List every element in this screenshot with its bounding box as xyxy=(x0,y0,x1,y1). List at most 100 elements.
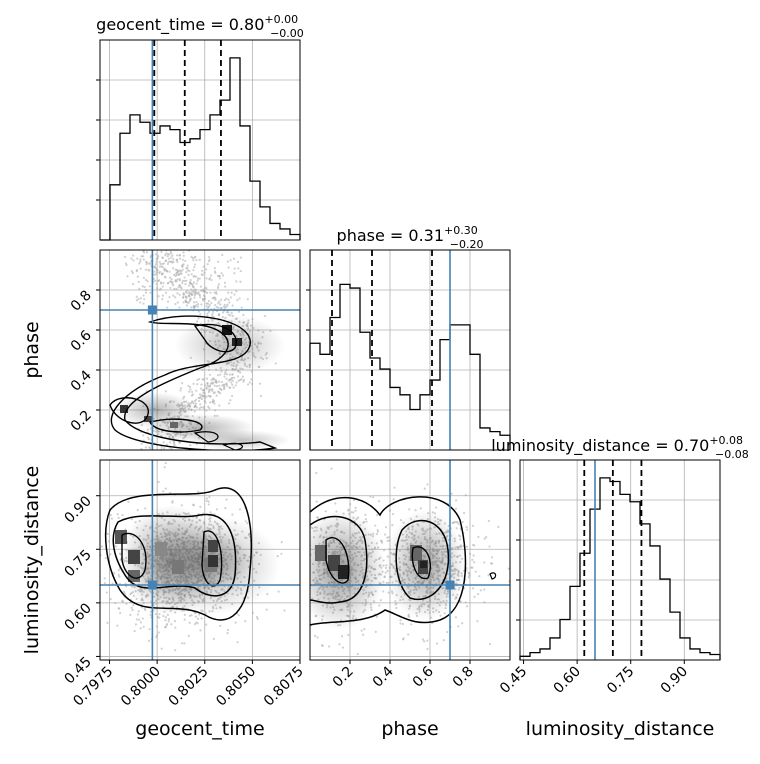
sample-point xyxy=(305,559,307,561)
sample-point xyxy=(208,258,211,261)
phase-vs-geocent-density-cell xyxy=(120,405,128,413)
sample-point xyxy=(205,277,208,280)
sample-point xyxy=(144,288,148,292)
sample-point xyxy=(162,447,166,450)
sample-point xyxy=(169,441,172,444)
sample-point xyxy=(148,269,151,272)
sample-point xyxy=(180,642,184,645)
sample-point xyxy=(191,283,194,286)
sample-point xyxy=(145,263,148,266)
sample-point xyxy=(182,254,185,257)
sample-point xyxy=(214,298,217,302)
sample-point xyxy=(170,256,173,259)
sample-point xyxy=(190,390,194,394)
sample-point xyxy=(164,626,167,629)
sample-point xyxy=(265,608,268,611)
sample-point xyxy=(146,247,148,249)
sample-point xyxy=(483,561,486,564)
sample-point xyxy=(216,374,220,377)
sample-point xyxy=(180,386,183,390)
sample-point xyxy=(233,293,236,296)
sample-point xyxy=(284,581,286,583)
distance-vs-phase-contour xyxy=(310,515,368,604)
sample-point xyxy=(207,299,211,303)
distance-vs-geocent-density-cell xyxy=(172,560,184,574)
sample-point xyxy=(464,494,467,497)
sample-point xyxy=(184,282,187,286)
sample-point xyxy=(235,280,238,283)
sample-point xyxy=(379,599,382,602)
sample-point xyxy=(121,599,124,602)
sample-point xyxy=(386,536,389,539)
sample-point xyxy=(220,380,224,384)
sample-point xyxy=(214,378,217,382)
sample-point xyxy=(165,622,169,626)
sample-point xyxy=(235,290,238,293)
sample-point xyxy=(230,291,233,294)
sample-point xyxy=(364,513,367,516)
sample-point xyxy=(149,446,152,450)
sample-point xyxy=(218,300,221,303)
sample-point xyxy=(479,589,482,592)
sample-point xyxy=(183,395,186,398)
sample-point xyxy=(239,280,242,283)
sample-point xyxy=(303,549,305,551)
sample-point xyxy=(456,520,459,524)
sample-point xyxy=(107,540,110,543)
sample-point xyxy=(194,275,198,278)
sample-point xyxy=(158,616,161,619)
sample-point xyxy=(208,495,211,499)
sample-point xyxy=(154,253,158,256)
sample-point xyxy=(181,268,184,271)
sample-point xyxy=(174,649,177,652)
sample-point xyxy=(173,620,177,623)
sample-point xyxy=(196,292,199,295)
sample-point xyxy=(126,275,129,278)
sample-point xyxy=(302,572,304,574)
sample-point xyxy=(188,291,191,294)
sample-point xyxy=(132,254,135,257)
sample-point xyxy=(294,555,296,557)
sample-point xyxy=(148,285,152,288)
sample-point xyxy=(277,590,280,593)
sample-point xyxy=(210,301,213,305)
sample-point xyxy=(300,549,302,551)
distance-y-tick-label: 0.75 xyxy=(61,547,94,580)
sample-point xyxy=(222,305,226,308)
sample-point xyxy=(386,539,389,542)
sample-point xyxy=(149,451,151,453)
sample-point xyxy=(128,461,130,463)
sample-point xyxy=(470,566,473,569)
sample-point xyxy=(211,398,215,401)
sample-point xyxy=(147,438,151,441)
sample-point xyxy=(408,508,411,511)
sample-point xyxy=(118,575,121,578)
sample-point xyxy=(340,635,344,638)
sample-point xyxy=(305,514,307,516)
sample-point xyxy=(182,251,185,254)
title-geocent-time: geocent_time = 0.80+0.00 −0.00 xyxy=(96,13,304,40)
sample-point xyxy=(110,517,114,520)
sample-point xyxy=(205,499,208,502)
sample-point xyxy=(354,506,357,509)
sample-point xyxy=(197,399,201,403)
sample-point xyxy=(192,285,195,288)
sample-point xyxy=(376,513,379,517)
sample-point xyxy=(199,285,203,288)
sample-point xyxy=(145,251,149,254)
sample-point xyxy=(142,250,145,253)
sample-point xyxy=(139,627,142,630)
sample-point xyxy=(218,380,221,383)
sample-point xyxy=(463,512,466,515)
sample-point xyxy=(141,617,144,620)
sample-point xyxy=(472,587,475,590)
sample-point xyxy=(212,392,215,395)
distance-vs-phase-density-cell xyxy=(420,561,427,568)
sample-point xyxy=(164,254,167,257)
sample-point xyxy=(210,274,213,277)
sample-point xyxy=(196,378,199,382)
distance-vs-geocent-contour xyxy=(201,530,223,587)
sample-point xyxy=(227,298,230,301)
sample-point xyxy=(188,614,191,618)
sample-point xyxy=(106,532,110,535)
